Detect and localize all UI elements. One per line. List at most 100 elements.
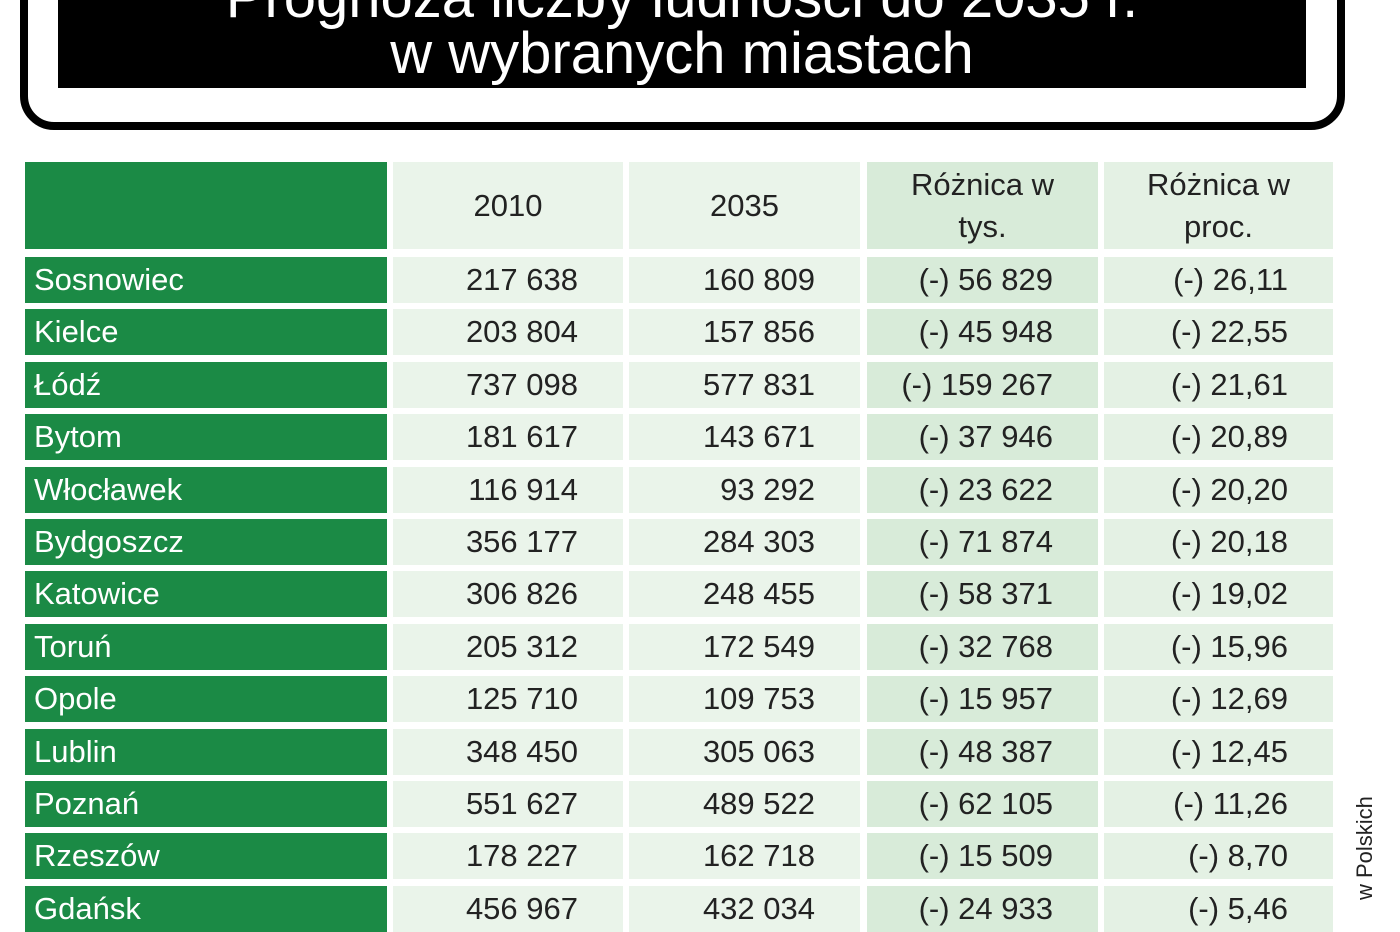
number-cell: 203 804	[393, 309, 623, 356]
number-cell: (-) 56 829	[867, 257, 1098, 303]
cell-text: 284 303	[702, 524, 815, 559]
cell-text: Bytom	[34, 419, 122, 455]
city-cell: Bydgoszcz	[25, 519, 387, 565]
number-cell: 456 967	[393, 885, 623, 932]
number-cell: (-) 20,18	[1104, 519, 1333, 565]
cell-text: (-) 71 874	[918, 524, 1053, 559]
cell-text: Rzeszów	[34, 838, 160, 874]
number-cell: (-) 48 387	[867, 728, 1098, 775]
cell-text: 306 826	[465, 576, 578, 612]
cell-text: 2010	[473, 187, 543, 223]
number-cell: 284 303	[629, 519, 860, 565]
number-cell: (-) 37 946	[867, 414, 1098, 461]
cell-text: (-) 32 768	[918, 628, 1053, 664]
page: Prognoza liczby ludności do 2035 r. w wy…	[20, 0, 1377, 932]
source: w Polskich	[1352, 796, 1377, 900]
header-cell: Różnica w tys.	[867, 162, 1098, 249]
cell-text: 143 671	[702, 419, 815, 455]
cell-text: (-) 19,02	[1170, 576, 1288, 612]
cell-text: (-) 12,69	[1170, 681, 1288, 717]
number-cell: 217 638	[393, 257, 623, 303]
number-cell: (-) 5,46	[1104, 885, 1333, 932]
number-cell: 116 914	[393, 466, 623, 513]
cell-text: (-) 20,20	[1170, 471, 1288, 507]
number-cell: (-) 71 874	[867, 519, 1098, 565]
cell-text: (-) 15 509	[918, 838, 1053, 874]
number-cell: 125 710	[393, 676, 623, 723]
cell-text: Opole	[34, 681, 117, 717]
number-cell: (-) 19,02	[1104, 571, 1333, 618]
title-box	[58, 0, 1306, 88]
city-cell: Toruń	[25, 623, 387, 670]
city-cell: Włocławek	[25, 466, 387, 513]
cell-text: (-) 56 829	[918, 262, 1053, 297]
title-line: Prognoza liczby ludności do 2035 r.	[58, 0, 1306, 28]
header-cell: 2010	[393, 162, 623, 249]
number-cell: (-) 15 509	[867, 833, 1098, 880]
city-cell: Gdańsk	[25, 885, 387, 932]
cell-text: (-) 48 387	[918, 733, 1053, 769]
number-cell: (-) 12,69	[1104, 676, 1333, 723]
number-cell: 248 455	[629, 571, 860, 618]
cell-text: 432 034	[702, 890, 815, 926]
city-cell: Kielce	[25, 309, 387, 356]
city-cell: Bytom	[25, 414, 387, 461]
cell-text: 116 914	[468, 471, 578, 507]
number-cell: (-) 8,70	[1104, 833, 1333, 880]
cell-text: 489 522	[702, 786, 815, 821]
number-cell: 737 098	[393, 361, 623, 408]
number-cell: (-) 15,96	[1104, 623, 1333, 670]
cell-text: 551 627	[465, 786, 578, 821]
number-cell: 143 671	[629, 414, 860, 461]
number-cell: (-) 24 933	[867, 885, 1098, 932]
number-cell: (-) 15 957	[867, 676, 1098, 723]
city-cell: Katowice	[25, 571, 387, 618]
number-cell: 93 292	[629, 466, 860, 513]
cell-text: 109 753	[702, 681, 815, 717]
cell-text: 305 063	[702, 733, 815, 769]
number-cell: (-) 12,45	[1104, 728, 1333, 775]
cell-text: (-) 26,11	[1173, 262, 1288, 297]
number-cell: 356 177	[393, 519, 623, 565]
cell-text: 203 804	[465, 314, 578, 350]
cell-text: Łódź	[34, 366, 102, 402]
cell-text: 2035	[710, 187, 779, 223]
number-cell: 178 227	[393, 833, 623, 880]
number-cell: 160 809	[629, 257, 860, 303]
cell-text: 162 718	[702, 838, 815, 874]
cell-text: (-) 45 948	[918, 314, 1053, 350]
number-cell: (-) 20,20	[1104, 466, 1333, 513]
header-cell: Różnica w proc.	[1104, 162, 1333, 249]
city-cell: Sosnowiec	[25, 257, 387, 303]
cell-text: 456 967	[465, 890, 578, 926]
number-cell: 162 718	[629, 833, 860, 880]
city-cell: Opole	[25, 676, 387, 723]
cell-text: Gdańsk	[34, 890, 141, 926]
cell-text: 737 098	[465, 366, 578, 402]
number-cell: 109 753	[629, 676, 860, 723]
cell-text: Toruń	[34, 628, 112, 664]
cell-text: (-) 15,96	[1170, 628, 1288, 664]
number-cell: (-) 11,26	[1104, 781, 1333, 827]
cell-text: 356 177	[465, 524, 578, 559]
cell-text: (-) 23 622	[918, 471, 1053, 507]
number-cell: (-) 62 105	[867, 781, 1098, 827]
number-cell: 432 034	[629, 885, 860, 932]
cell-text: Włocławek	[34, 471, 183, 507]
title-line: w wybranych miastach	[390, 21, 974, 86]
number-cell: 205 312	[393, 623, 623, 670]
cell-text: 157 856	[702, 314, 815, 350]
cell-text: Lublin	[34, 733, 117, 769]
cell-text: (-) 20,89	[1170, 419, 1288, 455]
city-cell: Poznań	[25, 781, 387, 827]
number-cell: (-) 58 371	[867, 571, 1098, 618]
cell-text: Bydgoszcz	[34, 524, 184, 559]
cell-text: 178 227	[465, 838, 578, 874]
header-cell	[25, 162, 387, 249]
cell-text: (-) 8,70	[1188, 838, 1288, 874]
number-cell: 306 826	[393, 571, 623, 618]
cell-text: 217 638	[465, 262, 578, 297]
cell-text: (-) 15 957	[918, 681, 1053, 717]
cell-text: 93 292	[720, 471, 815, 507]
number-cell: 172 549	[629, 623, 860, 670]
